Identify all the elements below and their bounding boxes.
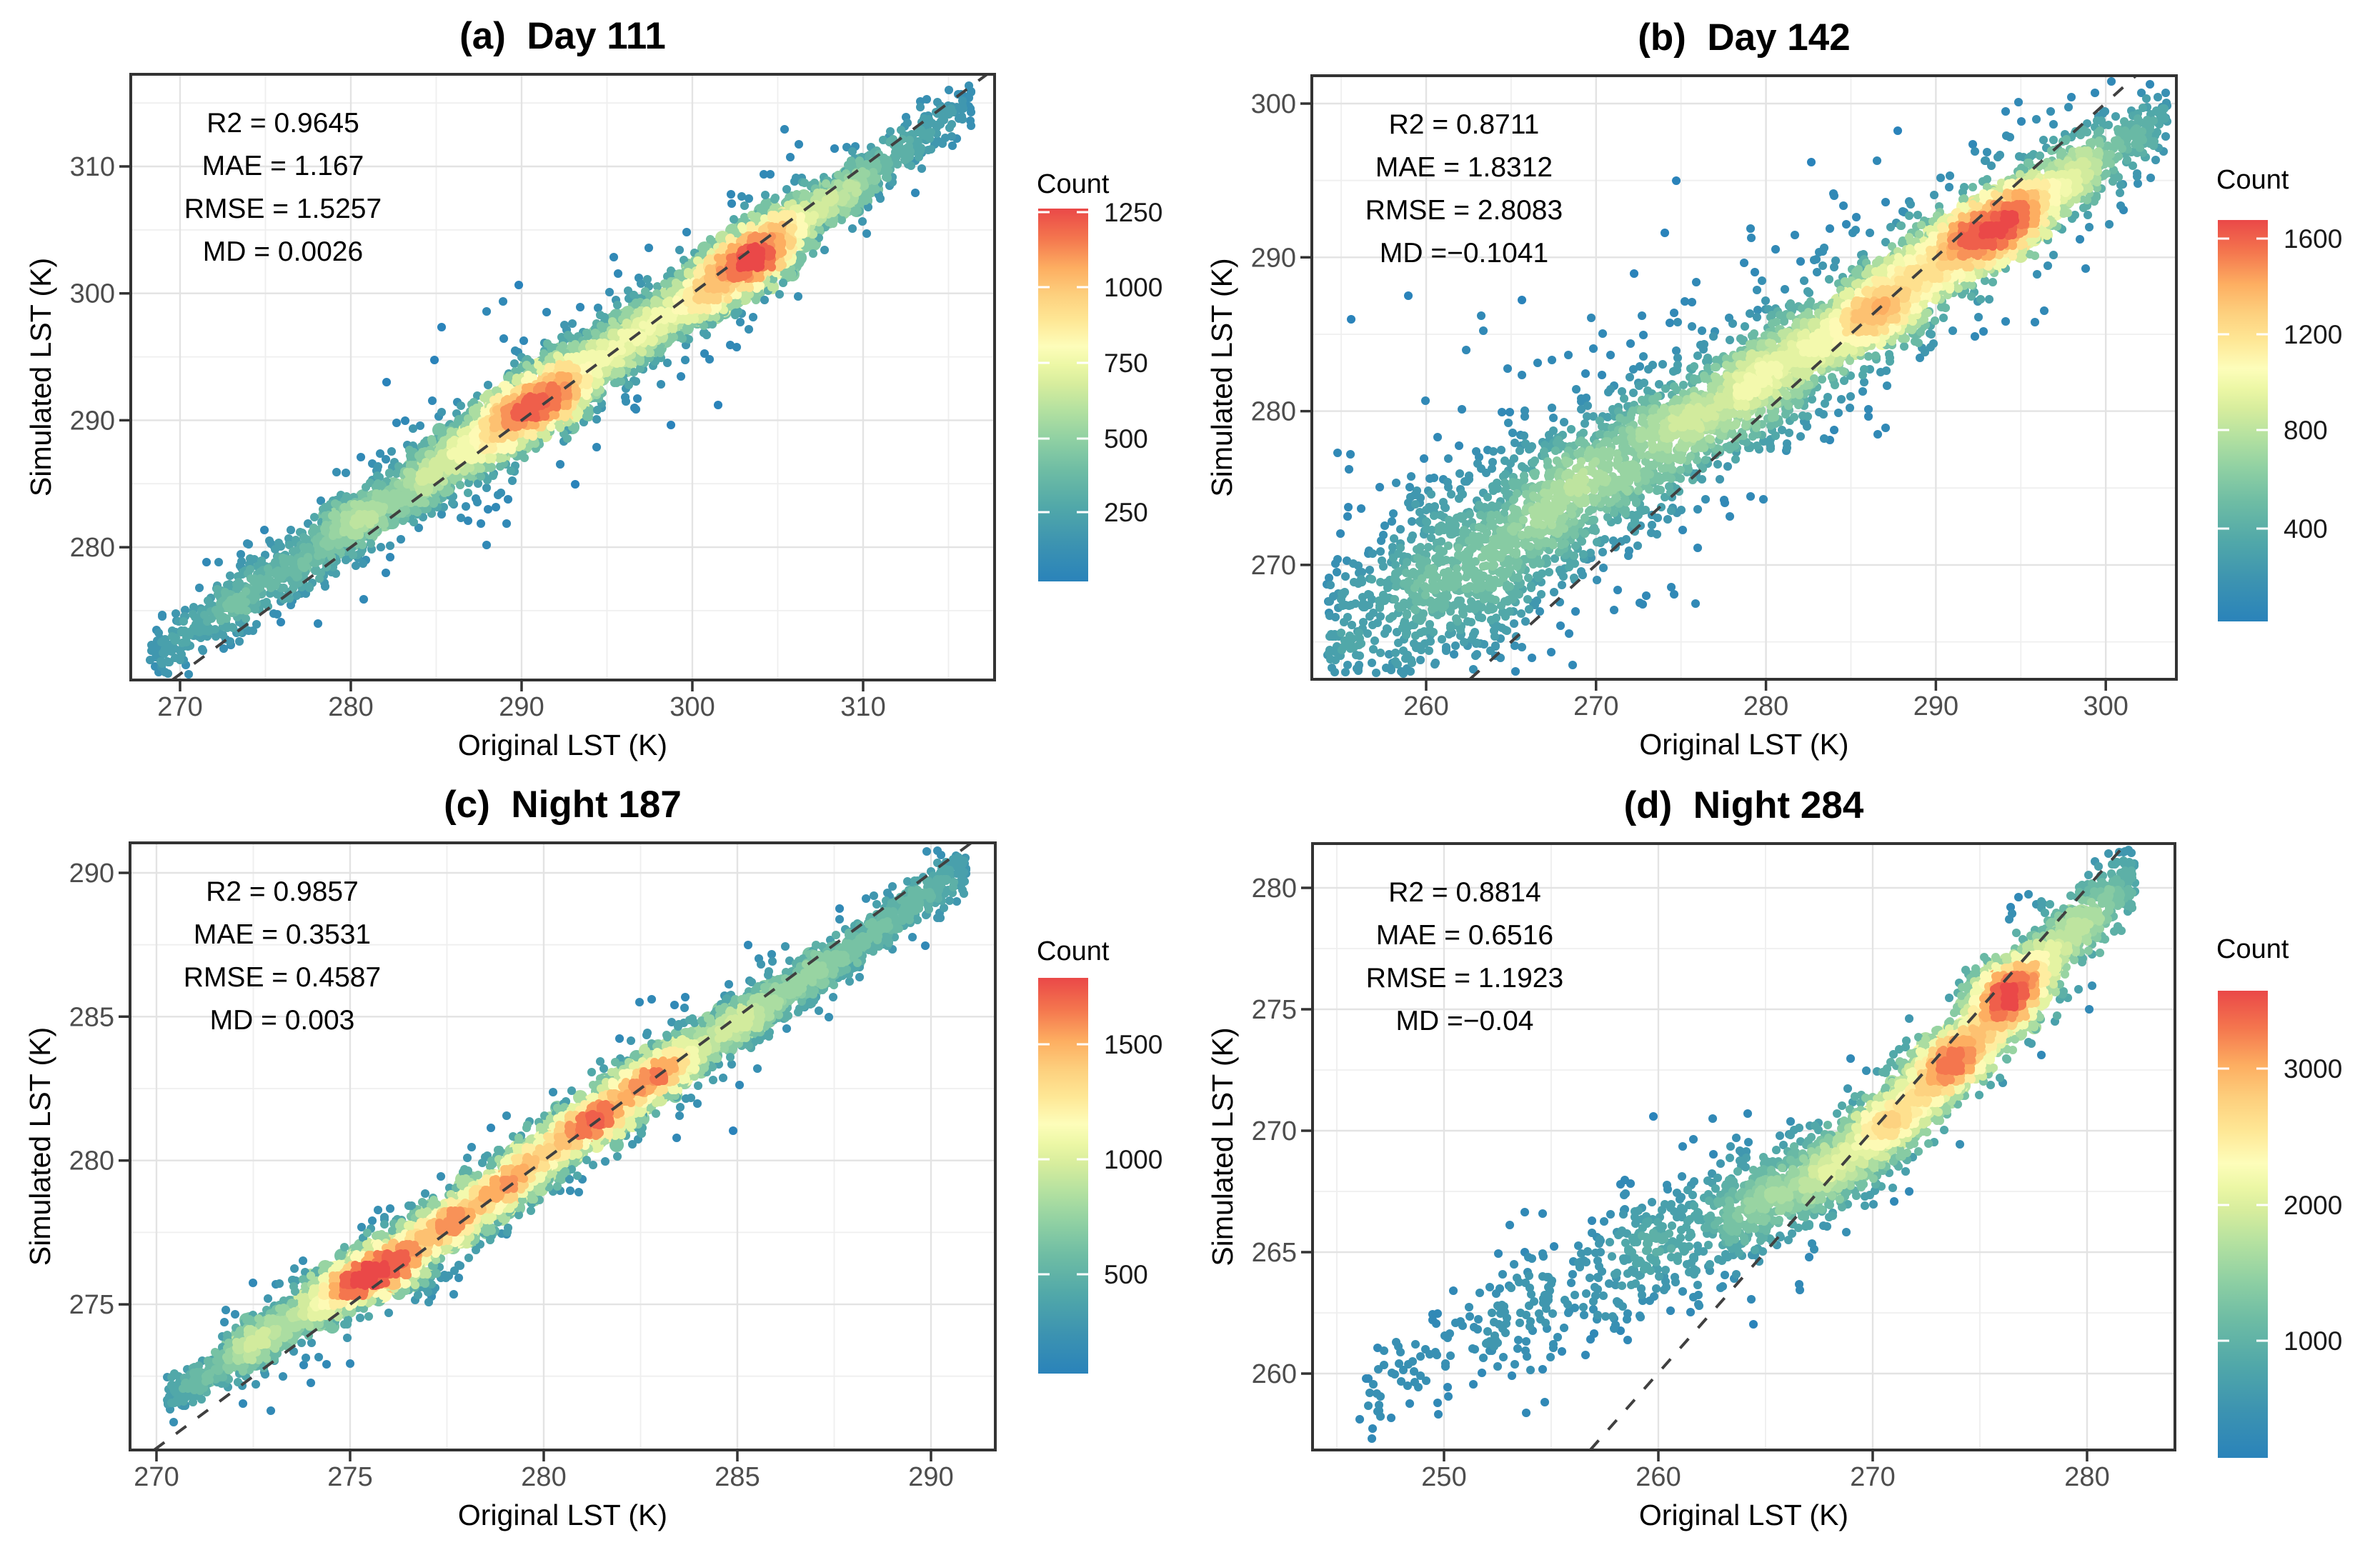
svg-text:290: 290 xyxy=(1251,243,1296,273)
svg-text:275: 275 xyxy=(69,1290,114,1320)
svg-text:280: 280 xyxy=(1251,397,1296,427)
svg-text:800: 800 xyxy=(2284,416,2328,445)
svg-text:1000: 1000 xyxy=(2284,1326,2342,1356)
svg-text:(b) Day 142: (b) Day 142 xyxy=(1638,16,1851,59)
svg-text:RMSE = 2.8083: RMSE = 2.8083 xyxy=(1365,195,1563,226)
svg-text:1250: 1250 xyxy=(1104,198,1162,227)
svg-text:250: 250 xyxy=(1104,498,1148,527)
svg-text:MAE = 1.167: MAE = 1.167 xyxy=(202,151,364,181)
svg-text:R2 = 0.9645: R2 = 0.9645 xyxy=(206,108,359,139)
svg-text:400: 400 xyxy=(2284,514,2328,544)
svg-text:(c) Night 187: (c) Night 187 xyxy=(444,784,682,826)
svg-text:MD = 0.0026: MD = 0.0026 xyxy=(203,236,363,267)
svg-text:310: 310 xyxy=(840,692,885,722)
svg-text:500: 500 xyxy=(1104,1260,1148,1289)
svg-text:280: 280 xyxy=(69,1146,114,1176)
svg-text:1500: 1500 xyxy=(1104,1030,1162,1059)
svg-text:3000: 3000 xyxy=(2284,1054,2342,1084)
svg-text:285: 285 xyxy=(715,1462,760,1492)
svg-text:Original LST (K): Original LST (K) xyxy=(1639,1499,1848,1531)
svg-text:MD =−0.04: MD =−0.04 xyxy=(1396,1006,1534,1036)
svg-text:280: 280 xyxy=(2064,1462,2109,1492)
svg-text:270: 270 xyxy=(1573,691,1618,721)
svg-text:Count: Count xyxy=(2216,934,2289,964)
svg-text:Original LST (K): Original LST (K) xyxy=(1639,728,1848,761)
svg-text:Count: Count xyxy=(1037,936,1110,966)
svg-text:Count: Count xyxy=(2216,165,2289,195)
svg-text:270: 270 xyxy=(1251,551,1296,581)
svg-text:300: 300 xyxy=(669,692,715,722)
svg-text:300: 300 xyxy=(2083,691,2128,721)
svg-text:1000: 1000 xyxy=(1104,273,1162,302)
svg-text:Simulated LST (K): Simulated LST (K) xyxy=(1206,1027,1239,1266)
svg-text:Simulated LST (K): Simulated LST (K) xyxy=(1205,258,1238,496)
svg-text:300: 300 xyxy=(1251,89,1296,119)
svg-text:1600: 1600 xyxy=(2284,224,2342,254)
svg-text:MAE = 0.3531: MAE = 0.3531 xyxy=(194,919,371,950)
svg-text:300: 300 xyxy=(70,279,115,309)
svg-text:Original LST (K): Original LST (K) xyxy=(458,1499,667,1531)
svg-text:290: 290 xyxy=(69,859,114,889)
svg-text:MD =−0.1041: MD =−0.1041 xyxy=(1380,238,1548,269)
svg-text:310: 310 xyxy=(70,152,115,182)
svg-text:MAE = 1.8312: MAE = 1.8312 xyxy=(1375,152,1553,183)
svg-text:1200: 1200 xyxy=(2284,320,2342,349)
svg-text:270: 270 xyxy=(1252,1116,1297,1146)
svg-text:280: 280 xyxy=(328,692,373,722)
svg-text:285: 285 xyxy=(69,1002,114,1032)
svg-text:RMSE = 1.1923: RMSE = 1.1923 xyxy=(1366,963,1563,994)
svg-text:275: 275 xyxy=(327,1462,372,1492)
svg-text:RMSE = 0.4587: RMSE = 0.4587 xyxy=(184,962,381,993)
svg-text:Original LST (K): Original LST (K) xyxy=(458,729,667,761)
svg-text:290: 290 xyxy=(70,406,115,436)
svg-text:260: 260 xyxy=(1635,1462,1681,1492)
svg-text:265: 265 xyxy=(1252,1238,1297,1268)
svg-text:(a) Day 111: (a) Day 111 xyxy=(459,15,666,57)
svg-text:290: 290 xyxy=(1913,691,1958,721)
svg-text:MAE = 0.6516: MAE = 0.6516 xyxy=(1376,920,1553,951)
svg-text:R2 = 0.9857: R2 = 0.9857 xyxy=(206,876,359,907)
svg-text:270: 270 xyxy=(157,692,202,722)
svg-text:Simulated LST (K): Simulated LST (K) xyxy=(24,1027,56,1266)
svg-text:R2 = 0.8814: R2 = 0.8814 xyxy=(1388,877,1541,908)
svg-text:(d) Night 284: (d) Night 284 xyxy=(1624,784,1864,826)
svg-text:750: 750 xyxy=(1104,349,1148,378)
svg-text:290: 290 xyxy=(908,1462,953,1492)
svg-text:280: 280 xyxy=(70,533,115,563)
svg-text:280: 280 xyxy=(1252,874,1297,904)
svg-text:R2 = 0.8711: R2 = 0.8711 xyxy=(1389,109,1540,140)
svg-text:280: 280 xyxy=(1743,691,1788,721)
svg-text:270: 270 xyxy=(134,1462,179,1492)
svg-text:260: 260 xyxy=(1252,1359,1297,1389)
svg-text:500: 500 xyxy=(1104,424,1148,454)
svg-text:260: 260 xyxy=(1403,691,1448,721)
svg-text:Simulated LST (K): Simulated LST (K) xyxy=(24,258,57,496)
svg-text:275: 275 xyxy=(1252,995,1297,1025)
svg-text:1000: 1000 xyxy=(1104,1145,1162,1174)
svg-text:290: 290 xyxy=(499,692,544,722)
svg-text:270: 270 xyxy=(1850,1462,1895,1492)
svg-text:Count: Count xyxy=(1037,169,1110,199)
svg-text:2000: 2000 xyxy=(2284,1191,2342,1220)
svg-text:MD = 0.003: MD = 0.003 xyxy=(210,1005,355,1036)
svg-text:280: 280 xyxy=(521,1462,566,1492)
svg-text:RMSE = 1.5257: RMSE = 1.5257 xyxy=(184,194,382,224)
svg-text:250: 250 xyxy=(1421,1462,1466,1492)
